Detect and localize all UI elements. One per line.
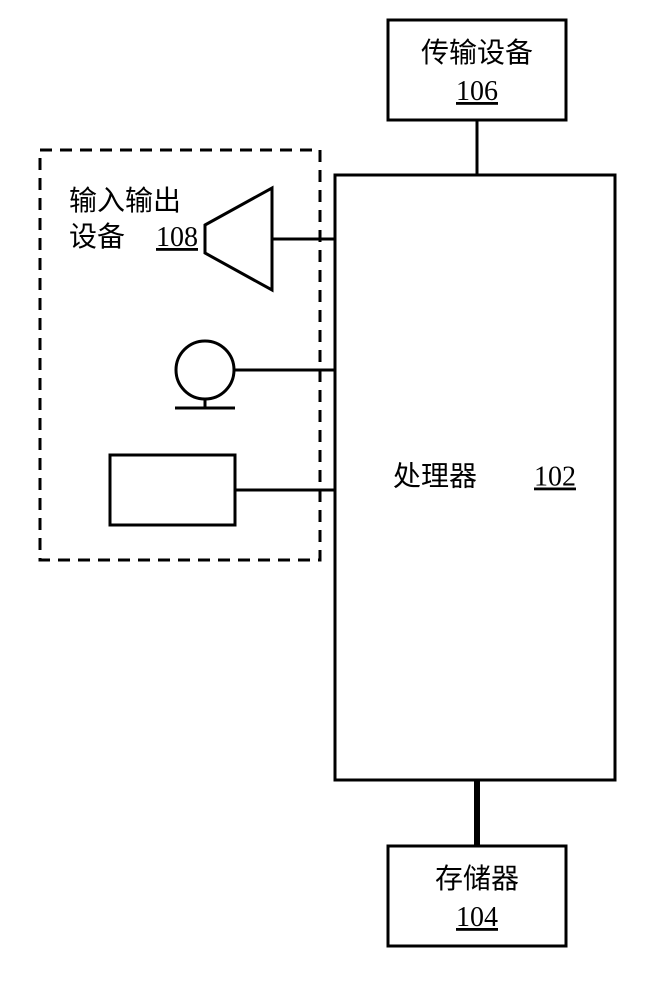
io-device-number: 108 xyxy=(156,222,198,253)
memory-label: 存储器 xyxy=(435,863,519,895)
transfer-device-label: 传输设备 xyxy=(421,37,533,69)
processor-number: 102 xyxy=(534,462,576,493)
transfer-device-number: 106 xyxy=(456,76,498,107)
io-device-label-1: 输入输出 xyxy=(69,185,181,217)
processor-label: 处理器 xyxy=(393,461,477,493)
memory-number: 104 xyxy=(456,902,498,933)
canvas-bg xyxy=(0,0,646,1000)
io-device-label-2: 设备 xyxy=(69,221,125,253)
